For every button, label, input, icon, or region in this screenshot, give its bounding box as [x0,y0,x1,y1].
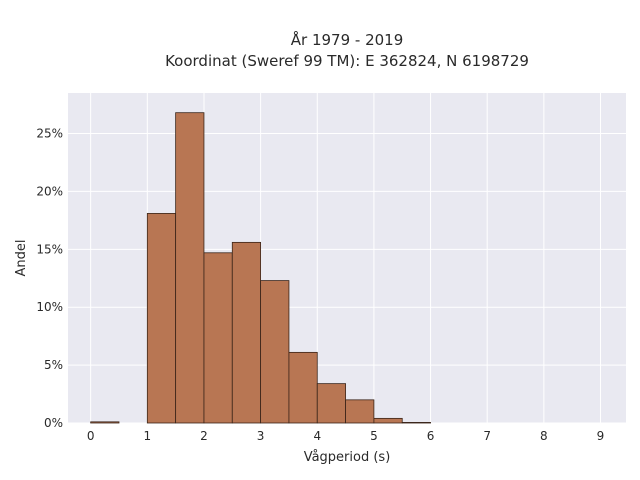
bar-11 [401,422,431,424]
bar-10 [373,417,403,424]
x-tick-label: 2 [200,429,208,443]
chart-title: År 1979 - 2019 [291,30,404,49]
x-tick-label: 5 [370,429,378,443]
y-tick-label: 5% [44,358,63,372]
bar-6 [260,280,290,424]
x-axis-ticks: 0 1 2 3 4 5 6 7 8 9 [87,429,604,443]
x-tick-label: 6 [427,429,435,443]
x-tick-label: 0 [87,429,95,443]
bars [90,112,431,424]
y-tick-label: 25% [36,127,63,141]
x-tick-label: 7 [483,429,491,443]
bar-8 [316,383,346,424]
bar-7 [288,351,318,424]
x-tick-label: 8 [540,429,548,443]
chart-subtitle: Koordinat (Sweref 99 TM): E 362824, N 61… [165,52,529,70]
x-tick-label: 4 [313,429,321,443]
y-tick-label: 20% [36,184,63,198]
x-tick-label: 3 [257,429,265,443]
x-axis-label: Vågperiod (s) [304,450,391,465]
bar-0 [90,421,120,424]
y-tick-label: 0% [44,416,63,430]
x-tick-label: 1 [143,429,151,443]
bar-9 [345,399,375,424]
y-tick-label: 10% [36,300,63,314]
y-axis-label: Andel [14,240,29,277]
bar-4 [203,252,233,424]
bar-5 [231,241,262,424]
x-tick-label: 9 [597,429,605,443]
bar-2 [146,213,177,424]
y-tick-label: 15% [36,242,63,256]
y-axis-ticks: 0% 5% 10% 15% 20% 25% [36,127,63,430]
bar-3 [175,112,205,424]
